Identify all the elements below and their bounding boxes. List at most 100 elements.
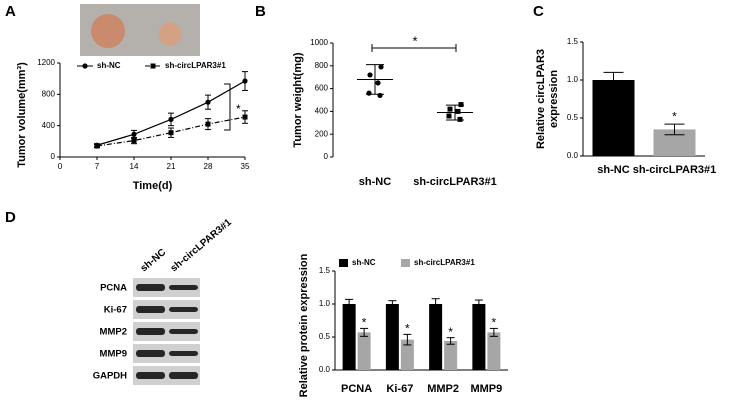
y-tick-label: 0 [324,152,329,161]
bar [400,339,414,370]
point [168,130,174,136]
bar [444,340,458,370]
annotation: * [412,33,417,48]
y-tick-label: 800 [315,61,329,70]
legend-swatch [401,259,410,267]
tumor-large [91,14,125,48]
legend-label: sh-NC [97,61,121,70]
y-tick-label: 1.5 [567,37,579,46]
point [94,143,100,149]
x-tick-label: 28 [204,162,213,171]
error-bar [360,327,369,337]
annotation: * [492,316,497,330]
y-tick-label: 800 [42,89,56,98]
annotation: * [672,109,677,123]
x-tick-label: MMP2 [427,383,459,395]
point [455,108,461,114]
blot-band [136,372,165,379]
legend-label: sh-circLPAR3#1 [414,258,475,267]
x-tick-label: sh-NC [359,176,391,188]
blot-band [169,372,198,379]
panel-label: D [5,209,16,226]
error-bar [664,123,685,136]
error-bar [431,298,440,310]
bar [592,80,635,156]
panel-label: A [5,3,16,20]
bar [357,332,371,370]
blot-band [136,328,165,335]
point [378,64,384,70]
annotation: * [405,322,410,336]
y-tick-label: 0.5 [567,113,579,122]
x-tick-label: 35 [241,162,250,171]
point [131,138,137,144]
error-bar [474,299,483,309]
y-tick-label: 0.0 [567,151,579,160]
point [457,116,463,122]
blot-band [169,351,198,356]
y-tick-label: 0.5 [319,332,331,341]
blot-band [169,329,198,334]
error-bar [345,298,354,310]
point [377,92,383,99]
y-axis-title: Tumor volume(mm³) [16,62,28,168]
bar [385,304,399,370]
point [447,106,453,112]
sig-bracket [371,44,457,52]
blot-band [136,284,165,291]
blot-strip [133,322,200,341]
panel-label: B [255,3,266,20]
x-axis-title: Time(d) [133,180,173,192]
bar [472,304,486,370]
y-tick-label: 400 [315,107,329,116]
point [446,113,452,119]
blot-strip [133,278,200,297]
row-label: GAPDH [93,371,127,382]
y-tick-label: 600 [315,84,329,93]
blot-strip [133,366,200,385]
error-bar [446,337,455,345]
y-tick-label: 400 [42,121,56,130]
blot-strip [133,300,200,319]
legend-label: sh-circLPAR3#1 [165,61,226,70]
error-bar [403,333,412,346]
x-tick-label: Ki-67 [386,383,413,395]
y-tick-label: 1.0 [319,299,331,308]
x-tick-label: 0 [58,162,63,171]
row-label: Ki-67 [104,305,127,316]
legend-marker [150,63,156,69]
error-bar [388,300,397,308]
y-tick-label: 1.0 [567,75,579,84]
blot-band [136,306,165,313]
point [375,80,381,86]
y-tick-label: 1000 [310,38,328,47]
x-tick-label: sh-NC [597,164,629,176]
series-line [96,116,246,147]
bar [342,304,356,370]
x-tick-label: 21 [167,162,176,171]
tumor-small [159,22,181,46]
y-tick-label: 1.5 [319,266,331,275]
y-tick-label: 200 [315,129,329,138]
blot-band [169,307,198,312]
y-tick-label: 0.0 [319,365,331,374]
point [242,78,248,84]
y-axis-title: Tumor weight(mg) [292,52,304,147]
row-label: PCNA [100,283,127,294]
sig-bracket [224,83,231,131]
point [205,99,211,105]
panel-label: C [533,3,544,20]
point [366,90,372,96]
error-bar [603,71,624,89]
x-tick-label: sh-circLPAR3#1 [633,164,717,176]
blot-strip [133,344,200,363]
error-bar [489,327,498,337]
point [242,114,248,120]
legend-label: sh-NC [352,258,376,267]
y-axis-title: Relative protein expression [298,253,310,397]
row-label: MMP9 [100,349,127,360]
annotation: * [448,325,453,339]
point [367,72,373,78]
